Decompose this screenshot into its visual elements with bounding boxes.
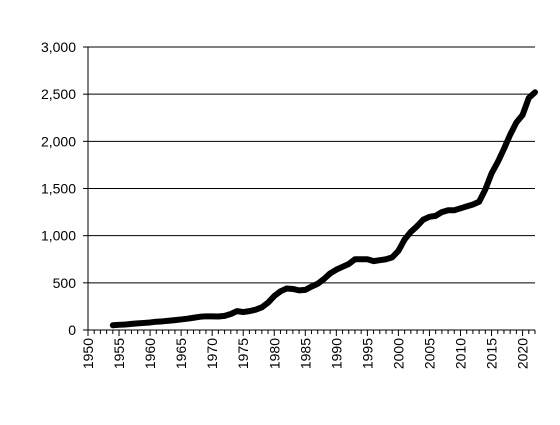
- y-tick-label: 500: [53, 275, 77, 291]
- x-tick-label: 1955: [111, 338, 127, 369]
- x-tick-label: 1990: [328, 338, 344, 369]
- x-tick-label: 1995: [359, 338, 375, 369]
- x-tick-label: 2015: [484, 338, 500, 369]
- x-axis-tick-labels: 1950 1955 1960 1965 1970 1975 1980 1985 1990 1995…: [80, 338, 531, 369]
- x-tick-label: 2010: [453, 338, 469, 369]
- y-tick-label: 1,000: [41, 228, 76, 244]
- x-tick-label: 1960: [142, 338, 158, 369]
- series-layer: [109, 89, 538, 329]
- y-tick-label: 3,000: [41, 39, 76, 55]
- x-tick-label: 1965: [173, 338, 189, 369]
- x-tick-label: 2000: [390, 338, 406, 369]
- x-tick-label: 1975: [235, 338, 251, 369]
- x-tick-label: 1950: [80, 338, 96, 369]
- grid-lines: [88, 46, 535, 284]
- y-tick-label: 2,000: [41, 133, 76, 149]
- y-tick-label: 1,500: [41, 181, 76, 197]
- x-tick-label: 1970: [204, 338, 220, 369]
- x-tick-label: 2005: [421, 338, 437, 369]
- x-tick-label: 1985: [297, 338, 313, 369]
- y-tick-label: 2,500: [41, 86, 76, 102]
- y-axis-tick-labels: 0 500 1,000 1,500 2,000 2,500 3,000: [41, 39, 76, 338]
- x-tick-label: 1980: [266, 338, 282, 369]
- x-tick-label: 2020: [515, 338, 531, 369]
- y-tick-label: 0: [68, 322, 76, 338]
- axes: [83, 46, 536, 336]
- series-line-0: [109, 89, 538, 329]
